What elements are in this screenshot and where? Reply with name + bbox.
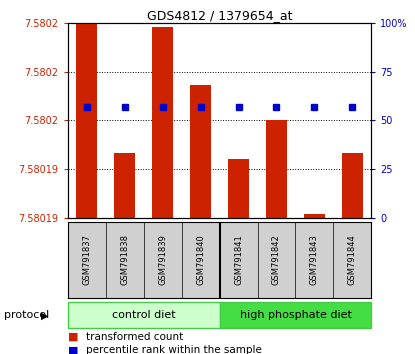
Bar [190,85,211,218]
Text: percentile rank within the sample: percentile rank within the sample [86,346,262,354]
Text: ▶: ▶ [41,310,48,320]
Text: ■: ■ [68,346,78,354]
Text: GSM791843: GSM791843 [310,234,319,285]
Text: GSM791844: GSM791844 [348,234,357,285]
Bar [220,302,371,329]
Bar [152,27,173,218]
Bar [114,154,135,218]
Text: GSM791837: GSM791837 [82,234,91,285]
Bar [228,159,249,218]
Title: GDS4812 / 1379654_at: GDS4812 / 1379654_at [147,9,292,22]
Text: protocol: protocol [4,310,49,320]
Bar [68,302,220,329]
Text: control diet: control diet [112,310,176,320]
Bar [342,154,363,218]
Text: transformed count: transformed count [86,332,183,342]
Text: ■: ■ [68,332,78,342]
Bar [304,214,325,218]
Text: GSM791838: GSM791838 [120,234,129,285]
Text: GSM791839: GSM791839 [158,234,167,285]
Text: high phosphate diet: high phosphate diet [239,310,352,320]
Bar [76,23,97,218]
Bar [266,120,287,218]
Text: GSM791840: GSM791840 [196,234,205,285]
Text: GSM791841: GSM791841 [234,234,243,285]
Text: GSM791842: GSM791842 [272,234,281,285]
